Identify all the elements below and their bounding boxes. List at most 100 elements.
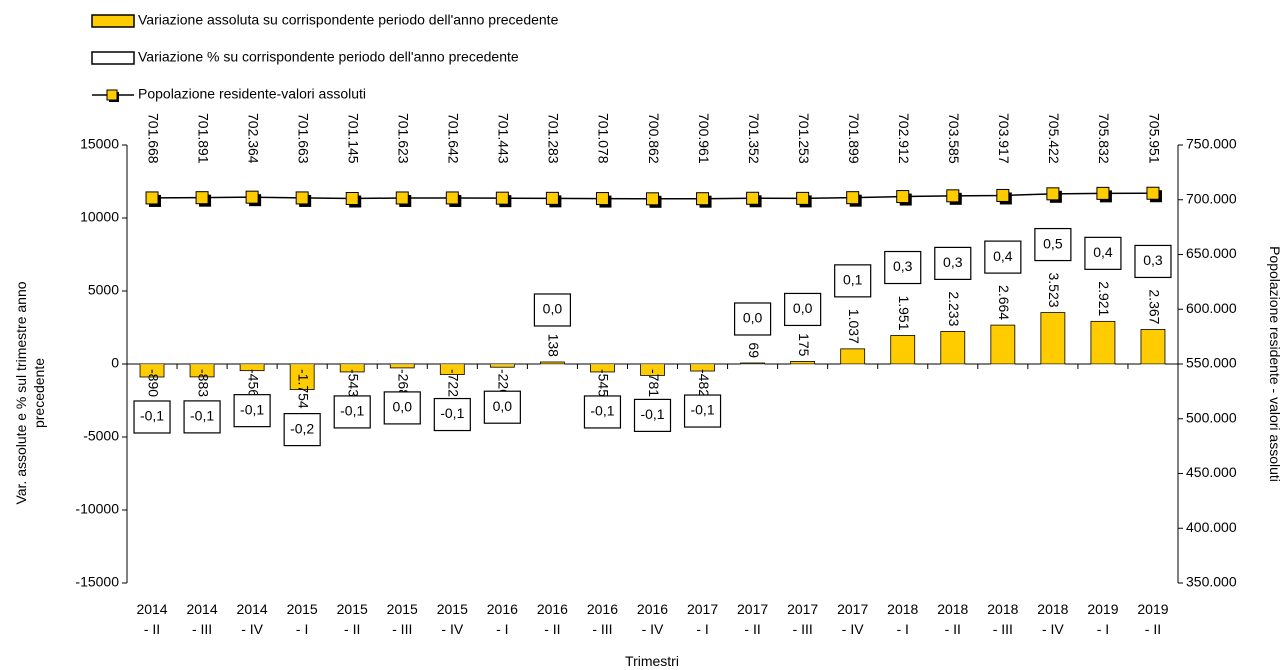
line-value-label: 701.663 (295, 113, 311, 164)
y2-tick-label: 650.000 (1186, 245, 1237, 261)
marker (746, 191, 760, 205)
y2-tick-label: 350.000 (1186, 574, 1237, 590)
x-tick-label: 2018 - I (887, 601, 919, 637)
bar (890, 335, 916, 365)
bar-value-label: -220 (496, 369, 512, 397)
pct-value-label: 0,3 (943, 254, 963, 270)
pct-value-label: 0,4 (993, 248, 1013, 264)
bar-value-label: -883 (195, 369, 211, 397)
pct-label-box (784, 292, 822, 327)
marker (545, 191, 559, 205)
marker (495, 191, 509, 205)
pct-label-box (333, 395, 371, 429)
bar-value-label: -268 (396, 369, 412, 397)
marker (1146, 186, 1160, 200)
line-value-label: 701.283 (546, 113, 562, 164)
pct-label-box (383, 391, 421, 425)
bar-value-label: -543 (346, 369, 362, 397)
legend-label: Popolazione residente-valori assoluti (138, 86, 366, 102)
line-value-label: 701.891 (195, 113, 211, 164)
x-tick-label: 2018 - IV (1037, 601, 1069, 637)
line-value-label: 705.832 (1096, 113, 1112, 164)
y2-tick-label: 450.000 (1186, 464, 1237, 480)
y2-tick-label: 750.000 (1186, 136, 1237, 152)
x-tick-label: 2015 - III (386, 601, 418, 637)
pct-label-box (683, 394, 722, 428)
bar-value-label: -545 (596, 369, 612, 397)
legend-label: Variazione assoluta su corrispondente pe… (138, 12, 559, 28)
pct-value-label: 0,0 (493, 398, 513, 414)
line-value-label: 701.668 (145, 113, 161, 164)
x-tick-label: 2016 - IV (636, 601, 669, 637)
bar (389, 363, 415, 369)
bar-value-label: -781 (646, 369, 662, 397)
marker (445, 191, 459, 205)
y-axis-title: Var. assolute e % sul trimestre anno pre… (13, 281, 47, 505)
x-tick-label: 2015 - I (286, 601, 318, 637)
pct-value-label: -0,1 (440, 405, 464, 421)
pct-value-label: 0,4 (1093, 244, 1113, 260)
bar (1140, 329, 1166, 365)
x-tick-label: 2014 - II (136, 601, 168, 637)
bar-value-label: -456 (245, 369, 261, 397)
marker (145, 191, 159, 205)
bar-value-label: 69 (746, 342, 762, 358)
pct-label-box (1134, 244, 1172, 279)
y2-tick-label: 700.000 (1186, 190, 1237, 206)
pct-label-box (483, 390, 521, 424)
x-tick-label: 2019 - II (1137, 601, 1169, 637)
x-tick-label: 2014 - IV (236, 601, 268, 637)
bar-value-label: 3.523 (1046, 273, 1062, 308)
marker (896, 190, 910, 204)
pct-label-box (733, 302, 772, 336)
line-value-label: 701.253 (796, 113, 812, 164)
pct-value-label: 0,0 (543, 301, 563, 317)
pct-value-label: -0,1 (590, 403, 614, 419)
marker (345, 191, 359, 205)
pct-label-box (884, 250, 922, 285)
pct-label-box (233, 394, 271, 428)
legend-label: Variazione % su corrispondente periodo d… (138, 49, 519, 65)
y-tick-label: -15000 (75, 574, 119, 590)
bar (990, 324, 1016, 365)
line-value-label: 701.352 (746, 113, 762, 164)
y-tick-label: 5000 (88, 282, 119, 298)
marker (1046, 187, 1060, 201)
bar-value-label: -890 (145, 369, 161, 397)
x-tick-label: 2015 - IV (436, 601, 468, 637)
x-tick-label: 2017 - IV (837, 601, 869, 637)
pct-value-label: -0,1 (240, 401, 264, 417)
line-value-label: 703.585 (946, 113, 962, 164)
pct-value-label: 0,5 (1043, 235, 1063, 251)
pct-value-label: -0,1 (640, 406, 664, 422)
marker (646, 192, 659, 206)
line-value-label: 702.912 (896, 113, 912, 164)
pct-value-label: -0,1 (690, 402, 714, 418)
legend-swatch (91, 14, 135, 28)
x-tick-label: 2018 - III (987, 601, 1019, 637)
bar-value-label: 2.921 (1096, 281, 1112, 316)
bar-value-label: -722 (446, 369, 462, 397)
marker (846, 191, 860, 205)
pct-value-label: 0,1 (843, 272, 863, 288)
x-tick-label: 2014 - III (186, 601, 218, 637)
pct-value-label: -0,1 (340, 403, 364, 419)
bar (1040, 312, 1066, 365)
bar (540, 361, 565, 365)
pct-label-box (583, 395, 622, 429)
line-value-label: 701.145 (346, 113, 362, 164)
marker (1096, 186, 1110, 200)
y-tick-label: 0 (111, 355, 119, 371)
bar-value-label: 2.367 (1146, 289, 1162, 324)
bar (790, 361, 816, 365)
y2-tick-label: 600.000 (1186, 300, 1237, 316)
bar-value-label: -482 (696, 369, 712, 397)
marker (946, 189, 960, 203)
pct-value-label: -0,2 (290, 420, 314, 436)
x-tick-label: 2016 - III (586, 601, 619, 637)
pct-label-box (984, 240, 1022, 274)
pct-label-box (834, 264, 872, 298)
pct-label-box (1034, 227, 1072, 262)
